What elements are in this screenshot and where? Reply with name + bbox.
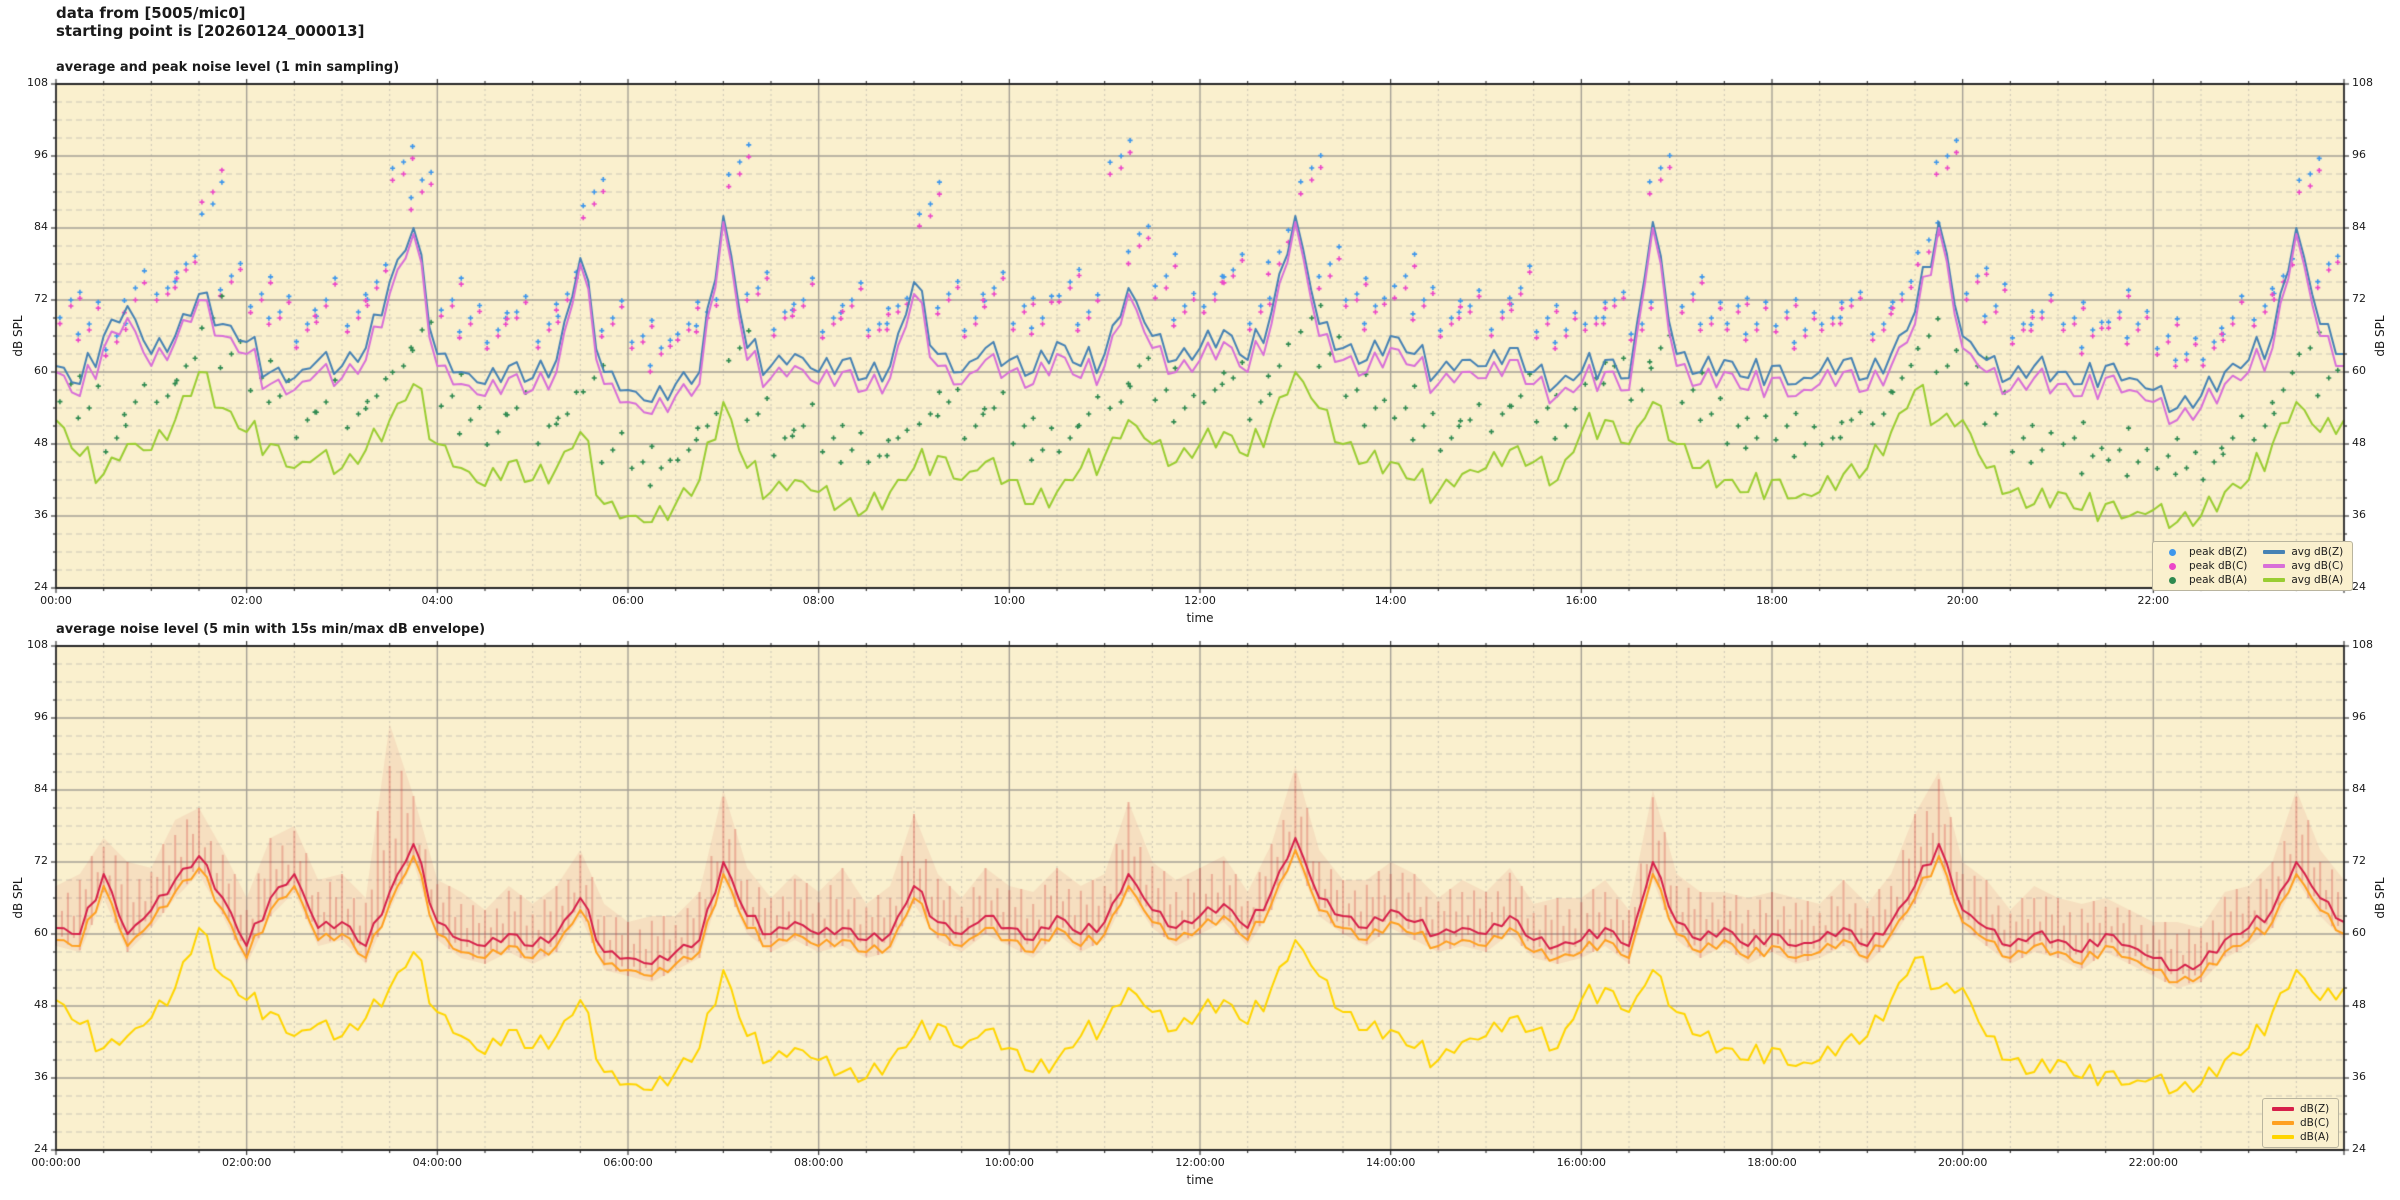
legend-label: dB(Z) — [2300, 1103, 2330, 1115]
x-tick-label: 02:00 — [230, 594, 263, 607]
chart2-plot-canvas — [44, 634, 2356, 1162]
y-tick-label-right: 48 — [2352, 998, 2366, 1011]
y-tick-label-right: 84 — [2352, 782, 2366, 795]
legend-item-dbc: dB(C) — [2272, 1117, 2329, 1129]
y-tick-label-right: 24 — [2352, 580, 2366, 593]
chart1-title: average and peak noise level (1 min samp… — [56, 60, 400, 75]
x-tick-label: 16:00:00 — [1556, 1156, 1607, 1169]
x-tick-label: 18:00 — [1756, 594, 1788, 607]
x-tick-label: 14:00:00 — [1365, 1156, 1416, 1169]
y-tick-label-right: 84 — [2352, 220, 2366, 233]
chart1-legend: peak dB(Z) avg dB(Z) peak dB(C) avg dB(C… — [2152, 541, 2354, 591]
x-tick-label: 10:00 — [993, 594, 1026, 607]
legend-item-peak-dbz: peak dB(Z) — [2162, 546, 2247, 558]
dbz-line-icon — [2272, 1107, 2294, 1111]
chart2-legend: dB(Z) dB(C) dB(A) — [2262, 1098, 2340, 1148]
chart2-title: average noise level (5 min with 15s min/… — [56, 622, 486, 637]
legend-label: dB(A) — [2300, 1131, 2330, 1143]
y-tick-label-left: 36 — [34, 1070, 48, 1083]
x-tick-label: 10:00:00 — [984, 1156, 1035, 1169]
y-tick-label-right: 24 — [2352, 1142, 2366, 1155]
legend-label: avg dB(C) — [2291, 560, 2344, 572]
y-tick-label-left: 96 — [34, 710, 48, 723]
y-tick-label-right: 108 — [2352, 638, 2373, 651]
header-source-line: data from [5005/mic0] — [56, 4, 246, 22]
legend-item-avg-dbc: avg dB(C) — [2263, 560, 2343, 572]
x-tick-label: 04:00 — [421, 594, 454, 607]
chart1-ylabel-left: dB SPL — [11, 315, 25, 357]
x-tick-label: 08:00:00 — [793, 1156, 844, 1169]
chart1-ylabel-right: dB SPL — [2373, 315, 2387, 357]
legend-label: avg dB(A) — [2291, 574, 2344, 586]
legend-label: peak dB(C) — [2189, 560, 2248, 572]
x-tick-label: 02:00:00 — [221, 1156, 272, 1169]
y-tick-label-left: 60 — [34, 364, 48, 377]
y-tick-label-left: 108 — [27, 76, 48, 89]
y-tick-label-right: 96 — [2352, 710, 2366, 723]
legend-item-peak-dba: peak dB(A) — [2162, 574, 2247, 586]
dbc-line-icon — [2272, 1121, 2294, 1125]
dba-line-icon — [2272, 1135, 2294, 1139]
x-tick-label: 00:00 — [40, 594, 72, 607]
x-tick-label: 06:00:00 — [603, 1156, 653, 1169]
peak-dbc-marker-icon — [2169, 562, 2176, 570]
x-tick-label: 20:00:00 — [1937, 1156, 1988, 1169]
x-tick-label: 06:00 — [612, 594, 644, 607]
legend-item-avg-dba: avg dB(A) — [2263, 574, 2343, 586]
y-tick-label-left: 96 — [34, 148, 48, 161]
legend-label: peak dB(A) — [2189, 574, 2248, 586]
y-tick-label-left: 72 — [34, 854, 48, 867]
legend-label: dB(C) — [2300, 1117, 2330, 1129]
x-tick-label: 22:00 — [2137, 594, 2170, 607]
x-tick-label: 22:00:00 — [2128, 1156, 2179, 1169]
legend-label: avg dB(Z) — [2291, 546, 2344, 558]
legend-item-dba: dB(A) — [2272, 1131, 2329, 1143]
chart1-plot-canvas — [44, 72, 2356, 600]
y-tick-label-left: 48 — [34, 436, 48, 449]
y-tick-label-right: 96 — [2352, 148, 2366, 161]
y-tick-label-left: 84 — [34, 782, 48, 795]
legend-item-avg-dbz: avg dB(Z) — [2263, 546, 2343, 558]
y-tick-label-left: 84 — [34, 220, 48, 233]
peak-dba-marker-icon — [2169, 576, 2176, 584]
x-tick-label: 20:00 — [1946, 594, 1979, 607]
chart2-ylabel-right: dB SPL — [2373, 877, 2387, 919]
x-tick-label: 08:00 — [802, 594, 835, 607]
y-tick-label-right: 60 — [2352, 926, 2366, 939]
header-start-line: starting point is [20260124_000013] — [56, 22, 365, 40]
y-tick-label-left: 36 — [34, 508, 48, 521]
x-tick-label: 16:00 — [1565, 594, 1598, 607]
x-tick-label: 12:00:00 — [1175, 1156, 1225, 1169]
y-tick-label-left: 24 — [34, 1142, 48, 1155]
y-tick-label-right: 72 — [2352, 854, 2366, 867]
y-tick-label-left: 108 — [27, 638, 48, 651]
avg-dbz-line-icon — [2263, 550, 2286, 554]
chart2-ylabel-left: dB SPL — [11, 877, 25, 919]
y-tick-label-right: 108 — [2352, 76, 2373, 89]
y-tick-label-left: 60 — [34, 926, 48, 939]
chart1-xlabel-time: time — [1186, 611, 1214, 625]
legend-item-peak-dbc: peak dB(C) — [2162, 560, 2247, 572]
x-tick-label: 14:00 — [1374, 594, 1407, 607]
x-tick-label: 18:00:00 — [1747, 1156, 1797, 1169]
y-tick-label-right: 48 — [2352, 436, 2366, 449]
y-tick-label-left: 48 — [34, 998, 48, 1011]
avg-dbc-line-icon — [2263, 564, 2286, 568]
y-tick-label-right: 60 — [2352, 364, 2366, 377]
y-tick-label-left: 24 — [34, 580, 48, 593]
y-tick-label-left: 72 — [34, 292, 48, 305]
y-tick-label-right: 36 — [2352, 508, 2366, 521]
legend-label: peak dB(Z) — [2189, 546, 2248, 558]
legend-item-dbz: dB(Z) — [2272, 1103, 2329, 1115]
x-tick-label: 00:00:00 — [31, 1156, 81, 1169]
y-tick-label-right: 72 — [2352, 292, 2366, 305]
chart2-xlabel-time: time — [1186, 1173, 1214, 1187]
avg-dba-line-icon — [2263, 578, 2286, 582]
peak-dbz-marker-icon — [2169, 548, 2176, 556]
y-tick-label-right: 36 — [2352, 1070, 2366, 1083]
x-tick-label: 04:00:00 — [412, 1156, 463, 1169]
x-tick-label: 12:00 — [1184, 594, 1216, 607]
